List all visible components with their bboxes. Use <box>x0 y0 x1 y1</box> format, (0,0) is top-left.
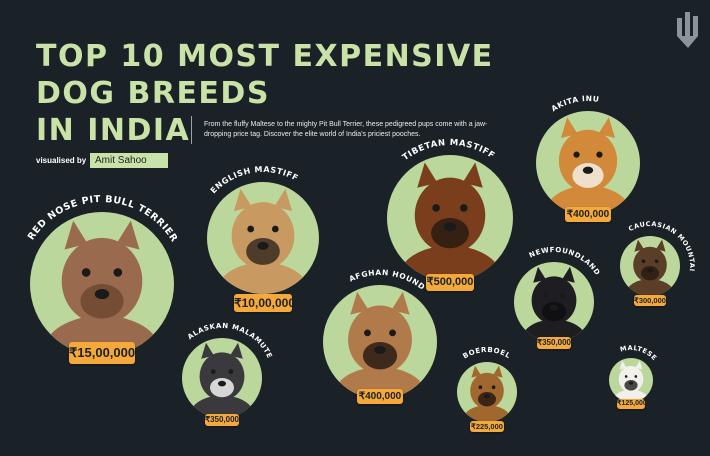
breed-label-caucasian-mountain-shepherd: CAUCASIAN MOUNTAIN SHEPHERD <box>593 206 696 272</box>
breed-label-arc-caucasian-mountain-shepherd: CAUCASIAN MOUNTAIN SHEPHERD <box>593 206 695 272</box>
breed-label-arc-newfoundland: NEWFOUNDLAND <box>528 246 602 277</box>
credit-label: visualised by <box>36 156 87 165</box>
title-divider <box>191 116 192 144</box>
price-tag-boerboel: ₹225,000 <box>470 420 504 432</box>
price-tag-red-nose-pit-bull-terrier: ₹15,00,000 <box>69 342 135 364</box>
breed-label-alaskan-malamute: ALASKAN MALAMUTE <box>186 322 274 360</box>
subtitle: From the fluffy Maltese to the mighty Pi… <box>204 121 488 138</box>
dog-photo-maltese <box>613 360 649 402</box>
breed-label-english-mastiff: ENGLISH MASTIFF <box>209 165 300 195</box>
title-line-1: TOP 10 MOST EXPENSIVE <box>36 39 494 74</box>
breed-label-arc-red-nose-pit-bull-terrier: RED NOSE PIT BULL TERRIER <box>26 194 180 245</box>
breed-label-arc-boerboel: BOERBOEL <box>462 346 512 361</box>
price-tag-afghan-hound: ₹400,000 <box>357 388 403 404</box>
price-tag-alaskan-malamute: ₹350,000 <box>205 414 240 426</box>
dog-photo-boerboel <box>463 365 511 422</box>
bubble-english-mastiff <box>207 182 319 294</box>
dog-photo-tibetan-mastiff <box>399 162 501 281</box>
breed-label-arc-afghan-hound: AFGHAN HOUND <box>348 268 427 292</box>
bubble-alaskan-malamute <box>182 338 262 418</box>
dog-photo-english-mastiff <box>218 188 308 294</box>
breed-label-akita-inu: AKITA INU <box>550 94 600 113</box>
title-line-3: IN INDIA <box>36 113 191 148</box>
price-tag-akita-inu: ₹400,000 <box>565 206 611 222</box>
credit-name: Amit Sahoo <box>90 153 168 168</box>
breed-label-arc-alaskan-malamute: ALASKAN MALAMUTE <box>186 322 274 360</box>
breed-label-arc-tibetan-mastiff: TIBETAN MASTIFF <box>401 138 497 163</box>
breed-label-newfoundland: NEWFOUNDLAND <box>528 246 602 277</box>
breed-label-afghan-hound: AFGHAN HOUND <box>348 268 427 292</box>
breed-label-maltese: MALTESE <box>619 344 658 362</box>
breed-label-arc-english-mastiff: ENGLISH MASTIFF <box>209 165 300 195</box>
dog-photo-caucasian-mountain-shepherd <box>626 239 674 296</box>
bubble-newfoundland <box>514 262 594 342</box>
breed-label-arc-akita-inu: AKITA INU <box>550 94 600 113</box>
price-tag-newfoundland: ₹350,000 <box>537 337 572 349</box>
dog-photo-alaskan-malamute <box>190 342 254 418</box>
bubble-akita-inu <box>536 111 640 215</box>
bubble-tibetan-mastiff <box>387 155 513 281</box>
dog-photo-newfoundland <box>522 266 586 342</box>
bubble-caucasian-mountain-shepherd <box>620 236 680 296</box>
price-tag-maltese: ₹125,000 <box>617 399 647 409</box>
price-tag-english-mastiff: ₹10,00,000 <box>234 294 296 312</box>
price-tag-tibetan-mastiff: ₹500,000 <box>426 273 474 291</box>
breed-label-red-nose-pit-bull-terrier: RED NOSE PIT BULL TERRIER <box>26 194 180 245</box>
breed-label-boerboel: BOERBOEL <box>462 346 512 361</box>
breed-label-arc-maltese: MALTESE <box>619 344 658 362</box>
bubble-boerboel <box>457 362 517 422</box>
pencil-bars-logo-icon <box>677 12 698 48</box>
title-line-2: DOG BREEDS <box>36 76 270 111</box>
price-tag-caucasian-mountain-shepherd: ₹300,000 <box>634 294 666 306</box>
breed-label-tibetan-mastiff: TIBETAN MASTIFF <box>401 138 497 163</box>
bubble-maltese <box>609 358 653 402</box>
